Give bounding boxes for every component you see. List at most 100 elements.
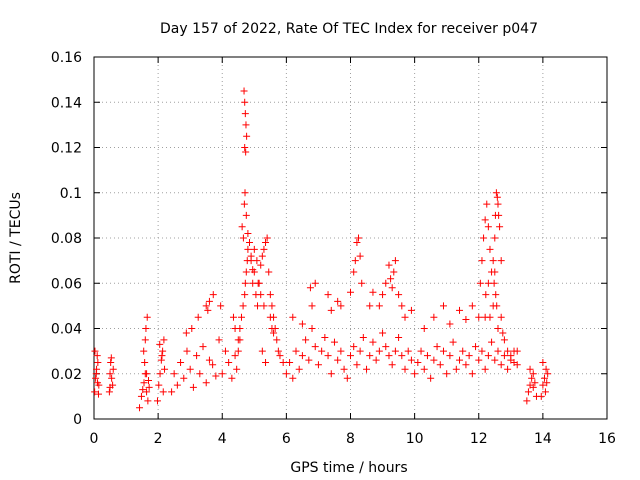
data-point <box>177 358 185 366</box>
data-point <box>484 223 492 231</box>
data-point <box>363 365 371 373</box>
data-point <box>204 306 212 314</box>
data-point <box>468 370 476 378</box>
data-point <box>242 148 250 156</box>
data-point <box>327 306 335 314</box>
data-point <box>311 279 319 287</box>
y-tick-label: 0.12 <box>51 141 82 157</box>
data-point <box>382 279 390 287</box>
data-point <box>196 370 204 378</box>
data-point <box>417 347 425 355</box>
x-tick-label: 4 <box>218 431 227 447</box>
data-point <box>493 193 501 201</box>
y-tick-label: 0.02 <box>51 367 82 383</box>
data-point <box>241 189 249 197</box>
data-point <box>486 245 494 253</box>
data-point <box>107 358 115 366</box>
data-point <box>270 329 278 337</box>
grid-lines <box>94 57 607 419</box>
data-point <box>282 370 290 378</box>
data-point <box>540 374 548 382</box>
data-point <box>484 279 492 287</box>
data-point <box>401 313 409 321</box>
data-point <box>136 404 144 412</box>
data-point <box>262 239 270 247</box>
data-point <box>478 347 486 355</box>
data-point <box>266 291 274 299</box>
data-point <box>158 352 166 360</box>
data-point <box>205 297 213 305</box>
data-point <box>391 257 399 265</box>
data-point <box>539 358 547 366</box>
data-point <box>231 352 239 360</box>
data-point <box>244 245 252 253</box>
data-point <box>446 320 454 328</box>
data-point <box>295 365 303 373</box>
y-tick-label: 0 <box>73 412 82 428</box>
data-point <box>109 365 117 373</box>
x-tick-label: 2 <box>154 431 163 447</box>
data-point <box>452 365 460 373</box>
data-point <box>529 383 537 391</box>
data-point <box>273 336 281 344</box>
data-point <box>430 313 438 321</box>
data-point <box>543 379 551 387</box>
x-tick-label: 16 <box>598 431 616 447</box>
data-point <box>539 381 547 389</box>
data-point <box>137 392 145 400</box>
data-point <box>375 302 383 310</box>
data-point <box>205 356 213 364</box>
data-point <box>170 370 178 378</box>
data-point <box>186 365 194 373</box>
data-point <box>209 291 217 299</box>
data-point <box>446 352 454 360</box>
data-point <box>258 252 266 260</box>
data-point <box>105 388 113 396</box>
data-point <box>236 336 244 344</box>
data-point <box>215 336 223 344</box>
data-point <box>489 302 497 310</box>
data-point <box>91 388 99 396</box>
data-point <box>526 365 534 373</box>
data-point <box>241 291 249 299</box>
data-point <box>355 234 363 242</box>
data-point <box>144 397 152 405</box>
data-point <box>160 336 168 344</box>
data-point <box>209 361 217 369</box>
data-point <box>173 381 181 389</box>
data-point <box>321 334 329 342</box>
data-point <box>279 358 287 366</box>
data-point <box>276 352 284 360</box>
y-tick-label: 0.14 <box>51 95 82 111</box>
data-point <box>531 379 539 387</box>
data-point <box>260 302 268 310</box>
data-point <box>481 216 489 224</box>
data-point <box>385 352 393 360</box>
data-point <box>106 383 114 391</box>
x-tick-label: 6 <box>282 431 291 447</box>
data-point <box>182 329 190 337</box>
data-point <box>353 361 361 369</box>
data-point <box>391 347 399 355</box>
data-point <box>500 336 508 344</box>
data-point <box>420 325 428 332</box>
data-point <box>491 268 499 276</box>
data-point <box>242 211 250 219</box>
data-point <box>221 347 229 355</box>
data-point <box>468 302 476 310</box>
data-point <box>161 365 169 373</box>
data-point <box>92 374 100 382</box>
y-tick-label: 0.1 <box>60 186 82 202</box>
data-point <box>239 302 247 310</box>
data-point <box>404 347 412 355</box>
data-point <box>420 365 428 373</box>
data-point <box>334 356 342 364</box>
data-point <box>143 370 151 378</box>
data-point <box>497 313 505 321</box>
data-point <box>369 288 377 296</box>
data-point <box>334 297 342 305</box>
data-point <box>398 302 406 310</box>
data-point <box>401 365 409 373</box>
data-point <box>423 352 431 360</box>
data-point <box>462 361 470 369</box>
